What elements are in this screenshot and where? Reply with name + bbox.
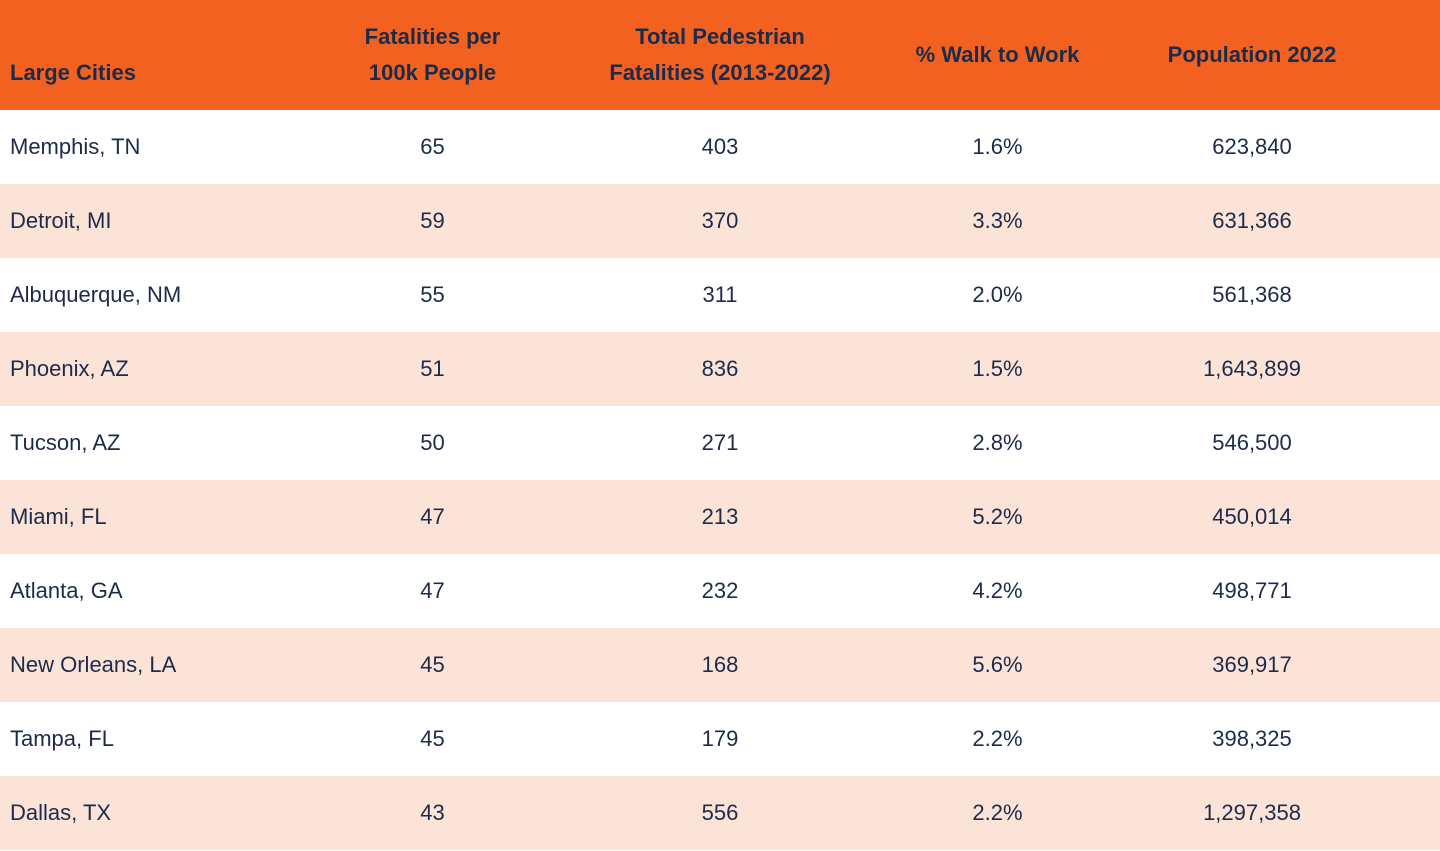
header-cell-large-cities: Large Cities — [10, 60, 136, 85]
table-row: Tampa, FL 45 179 2.2% 398,325 — [0, 702, 1440, 776]
cell-total-fatalities: 168 — [701, 652, 739, 677]
cell-city: Memphis, TN — [10, 134, 141, 159]
header-cell-pct-walk-to-work: % Walk to Work — [915, 42, 1080, 67]
cell-pct-walk-to-work: 5.2% — [972, 504, 1023, 529]
cell-pct-walk-to-work: 1.6% — [972, 134, 1023, 159]
table-row: Dallas, TX 43 556 2.2% 1,297,358 — [0, 776, 1440, 850]
cell-population-2022: 561,368 — [1212, 282, 1292, 307]
header-cell-fatalities-per-100k: Fatalities per 100k People — [364, 24, 501, 85]
cell-population-2022: 1,297,358 — [1203, 800, 1301, 825]
header-cell-population-2022: Population 2022 — [1167, 42, 1337, 67]
cell-city: Dallas, TX — [10, 800, 112, 825]
cell-total-fatalities: 403 — [701, 134, 739, 159]
cell-population-2022: 631,366 — [1212, 208, 1292, 233]
cell-total-fatalities: 232 — [701, 578, 739, 603]
cell-fatalities-per-100k: 65 — [420, 134, 445, 159]
cell-population-2022: 1,643,899 — [1203, 356, 1301, 381]
cell-fatalities-per-100k: 51 — [420, 356, 445, 381]
cell-total-fatalities: 836 — [701, 356, 739, 381]
cell-total-fatalities: 311 — [702, 282, 738, 307]
cell-fatalities-per-100k: 55 — [420, 282, 445, 307]
cell-fatalities-per-100k: 50 — [420, 430, 445, 455]
table-row: Detroit, MI 59 370 3.3% 631,366 — [0, 184, 1440, 258]
cell-pct-walk-to-work: 1.5% — [972, 356, 1023, 381]
cell-pct-walk-to-work: 4.2% — [972, 578, 1023, 603]
table-row: Albuquerque, NM 55 311 2.0% 561,368 — [0, 258, 1440, 332]
table-row: Memphis, TN 65 403 1.6% 623,840 — [0, 110, 1440, 184]
header-cell-total-fatalities: Total Pedestrian Fatalities (2013-2022) — [609, 24, 831, 85]
table-row: Phoenix, AZ 51 836 1.5% 1,643,899 — [0, 332, 1440, 406]
cell-population-2022: 398,325 — [1212, 726, 1292, 751]
cell-fatalities-per-100k: 43 — [420, 800, 445, 825]
cell-pct-walk-to-work: 3.3% — [972, 208, 1023, 233]
cell-fatalities-per-100k: 47 — [420, 578, 445, 603]
header-row: Large Cities Fatalities per 100k People … — [0, 0, 1440, 110]
cell-city: Atlanta, GA — [10, 578, 123, 603]
cell-population-2022: 623,840 — [1212, 134, 1292, 159]
cell-city: New Orleans, LA — [10, 652, 177, 677]
table-row: Tucson, AZ 50 271 2.8% 546,500 — [0, 406, 1440, 480]
cell-pct-walk-to-work: 2.2% — [972, 800, 1023, 825]
cell-fatalities-per-100k: 47 — [420, 504, 445, 529]
cell-total-fatalities: 556 — [701, 800, 739, 825]
cell-pct-walk-to-work: 2.2% — [972, 726, 1023, 751]
cell-fatalities-per-100k: 45 — [420, 726, 445, 751]
cell-pct-walk-to-work: 5.6% — [972, 652, 1023, 677]
cell-city: Albuquerque, NM — [10, 282, 182, 307]
cell-pct-walk-to-work: 2.8% — [972, 430, 1023, 455]
cell-fatalities-per-100k: 45 — [420, 652, 445, 677]
cell-city: Miami, FL — [10, 504, 107, 529]
cell-population-2022: 498,771 — [1212, 578, 1292, 603]
cell-total-fatalities: 271 — [701, 430, 739, 455]
cell-total-fatalities: 179 — [701, 726, 739, 751]
table-row: Atlanta, GA 47 232 4.2% 498,771 — [0, 554, 1440, 628]
cell-population-2022: 546,500 — [1212, 430, 1292, 455]
cell-city: Tucson, AZ — [10, 430, 121, 455]
cell-population-2022: 369,917 — [1212, 652, 1292, 677]
cell-city: Phoenix, AZ — [10, 356, 129, 381]
cell-population-2022: 450,014 — [1212, 504, 1292, 529]
table-row: New Orleans, LA 45 168 5.6% 369,917 — [0, 628, 1440, 702]
cell-city: Detroit, MI — [10, 208, 112, 233]
cell-pct-walk-to-work: 2.0% — [972, 282, 1023, 307]
cell-city: Tampa, FL — [10, 726, 114, 751]
table-row: Miami, FL 47 213 5.2% 450,014 — [0, 480, 1440, 554]
cell-total-fatalities: 370 — [701, 208, 739, 233]
cell-fatalities-per-100k: 59 — [420, 208, 445, 233]
cell-total-fatalities: 213 — [701, 504, 739, 529]
